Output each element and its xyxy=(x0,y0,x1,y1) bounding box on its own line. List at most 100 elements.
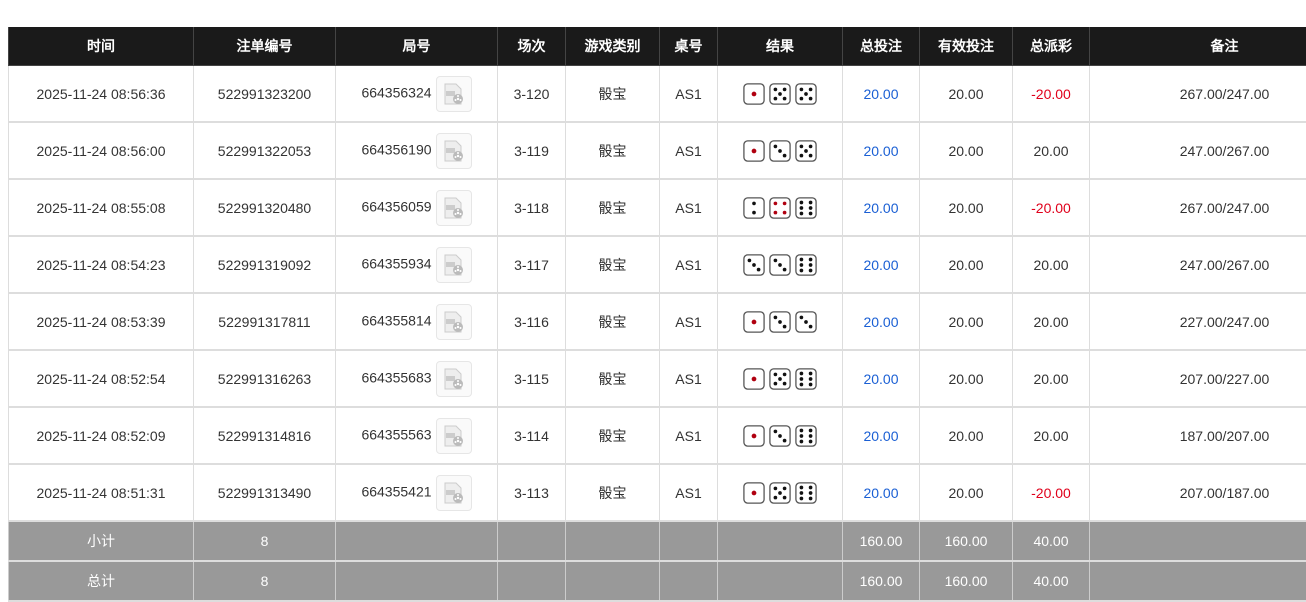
die-2-icon xyxy=(743,197,765,219)
video-replay-icon[interactable] xyxy=(436,133,472,169)
video-replay-icon[interactable] xyxy=(436,76,472,112)
total-bet-cell: 20.00 xyxy=(843,407,920,464)
footer-payout: 40.00 xyxy=(1013,561,1090,601)
total-bet-cell: 20.00 xyxy=(843,179,920,236)
die-4-icon xyxy=(769,197,791,219)
bet-id-cell: 522991317811 xyxy=(194,293,336,350)
col-payout: 总派彩 xyxy=(1013,27,1090,66)
game-cell: 骰宝 xyxy=(566,236,660,293)
round-cell: 664355421 xyxy=(336,464,498,521)
video-replay-icon[interactable] xyxy=(436,418,472,454)
bet-id-cell: 522991322053 xyxy=(194,122,336,179)
payout-cell: -20.00 xyxy=(1013,179,1090,236)
col-total-bet: 总投注 xyxy=(843,27,920,66)
valid-bet-cell: 20.00 xyxy=(920,350,1013,407)
round-number: 664355563 xyxy=(361,426,431,442)
video-replay-icon[interactable] xyxy=(436,304,472,340)
bet-id-cell: 522991314816 xyxy=(194,407,336,464)
die-6-icon xyxy=(795,425,817,447)
die-1-icon xyxy=(743,83,765,105)
time-cell: 2025-11-24 08:52:54 xyxy=(9,350,194,407)
session-cell: 3-120 xyxy=(498,66,566,123)
payout-cell: -20.00 xyxy=(1013,464,1090,521)
die-5-icon xyxy=(795,83,817,105)
total-bet-cell: 20.00 xyxy=(843,122,920,179)
round-number: 664355934 xyxy=(361,255,431,271)
result-cell xyxy=(718,236,843,293)
round-cell: 664355683 xyxy=(336,350,498,407)
footer-label: 小计 xyxy=(9,521,194,561)
footer-valid-bet: 160.00 xyxy=(920,521,1013,561)
payout-cell: 20.00 xyxy=(1013,350,1090,407)
die-3-icon xyxy=(743,254,765,276)
video-replay-icon[interactable] xyxy=(436,190,472,226)
result-cell xyxy=(718,122,843,179)
time-cell: 2025-11-24 08:54:23 xyxy=(9,236,194,293)
payout-cell: 20.00 xyxy=(1013,236,1090,293)
die-5-icon xyxy=(769,83,791,105)
round-cell: 664355814 xyxy=(336,293,498,350)
die-6-icon xyxy=(795,254,817,276)
video-replay-icon[interactable] xyxy=(436,247,472,283)
remark-cell: 227.00/247.00 xyxy=(1090,293,1306,350)
die-5-icon xyxy=(795,140,817,162)
col-result: 结果 xyxy=(718,27,843,66)
round-number: 664355814 xyxy=(361,312,431,328)
total-bet-cell: 20.00 xyxy=(843,464,920,521)
total-bet-cell: 20.00 xyxy=(843,236,920,293)
video-replay-icon[interactable] xyxy=(436,361,472,397)
die-6-icon xyxy=(795,482,817,504)
round-cell: 664356059 xyxy=(336,179,498,236)
col-valid-bet: 有效投注 xyxy=(920,27,1013,66)
round-number: 664356190 xyxy=(361,141,431,157)
footer-total-bet: 160.00 xyxy=(843,561,920,601)
valid-bet-cell: 20.00 xyxy=(920,66,1013,123)
die-3-icon xyxy=(769,311,791,333)
table-header: 时间 注单编号 局号 场次 游戏类别 桌号 结果 总投注 有效投注 总派彩 备注 xyxy=(9,27,1306,66)
session-cell: 3-114 xyxy=(498,407,566,464)
table-cell: AS1 xyxy=(660,66,718,123)
die-3-icon xyxy=(769,425,791,447)
result-cell xyxy=(718,407,843,464)
valid-bet-cell: 20.00 xyxy=(920,122,1013,179)
time-cell: 2025-11-24 08:56:36 xyxy=(9,66,194,123)
session-cell: 3-117 xyxy=(498,236,566,293)
session-cell: 3-119 xyxy=(498,122,566,179)
game-cell: 骰宝 xyxy=(566,293,660,350)
die-3-icon xyxy=(769,254,791,276)
session-cell: 3-115 xyxy=(498,350,566,407)
round-cell: 664355563 xyxy=(336,407,498,464)
time-cell: 2025-11-24 08:52:09 xyxy=(9,407,194,464)
table-cell: AS1 xyxy=(660,464,718,521)
die-3-icon xyxy=(795,311,817,333)
col-session: 场次 xyxy=(498,27,566,66)
payout-cell: 20.00 xyxy=(1013,122,1090,179)
round-number: 664356324 xyxy=(361,84,431,100)
bet-history-table: 时间 注单编号 局号 场次 游戏类别 桌号 结果 总投注 有效投注 总派彩 备注… xyxy=(8,27,1306,602)
footer-payout: 40.00 xyxy=(1013,521,1090,561)
session-cell: 3-118 xyxy=(498,179,566,236)
payout-cell: 20.00 xyxy=(1013,407,1090,464)
remark-cell: 187.00/207.00 xyxy=(1090,407,1306,464)
die-1-icon xyxy=(743,425,765,447)
table-cell: AS1 xyxy=(660,179,718,236)
col-round: 局号 xyxy=(336,27,498,66)
bet-id-cell: 522991313490 xyxy=(194,464,336,521)
session-cell: 3-113 xyxy=(498,464,566,521)
video-replay-icon[interactable] xyxy=(436,475,472,511)
table-cell: AS1 xyxy=(660,236,718,293)
time-cell: 2025-11-24 08:51:31 xyxy=(9,464,194,521)
result-cell xyxy=(718,66,843,123)
valid-bet-cell: 20.00 xyxy=(920,236,1013,293)
game-cell: 骰宝 xyxy=(566,122,660,179)
valid-bet-cell: 20.00 xyxy=(920,293,1013,350)
valid-bet-cell: 20.00 xyxy=(920,407,1013,464)
remark-cell: 247.00/267.00 xyxy=(1090,122,1306,179)
